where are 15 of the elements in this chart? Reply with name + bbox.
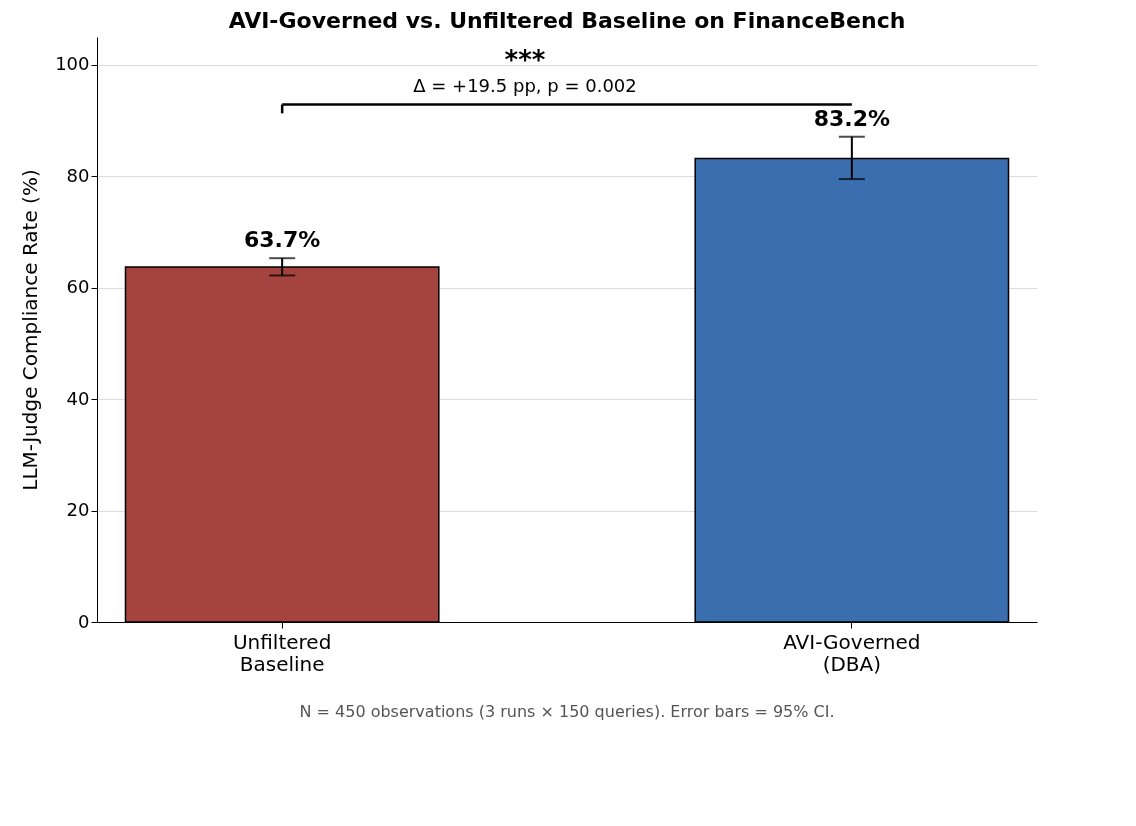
y-axis-title: LLM-Judge Compliance Rate (%) <box>18 169 43 491</box>
y-tick-label: 40 <box>66 387 90 409</box>
y-tick-label: 20 <box>66 499 90 521</box>
text: N = 450 observations (3 runs × 150 queries). Error bars = 95% CI. <box>299 702 835 721</box>
y-tick-label: 100 <box>55 53 90 75</box>
data-label: 83.2% <box>813 105 891 131</box>
y-tick-label: 0 <box>78 610 90 632</box>
chart-title: AVI-Governed vs. Unfiltered Baseline on FinanceBench <box>228 8 906 33</box>
y-tick-label: 80 <box>66 164 90 186</box>
y-tick-label: 60 <box>66 276 90 298</box>
annotation: *** <box>504 44 546 75</box>
x-tick-label: AVI-Governed (DBA) <box>783 629 921 676</box>
data-label: 63.7% <box>243 227 321 253</box>
annotation: Δ = +19.5 pp, p = 0.002 <box>413 74 637 96</box>
x-tick-label: Unfiltered Baseline <box>232 629 332 676</box>
